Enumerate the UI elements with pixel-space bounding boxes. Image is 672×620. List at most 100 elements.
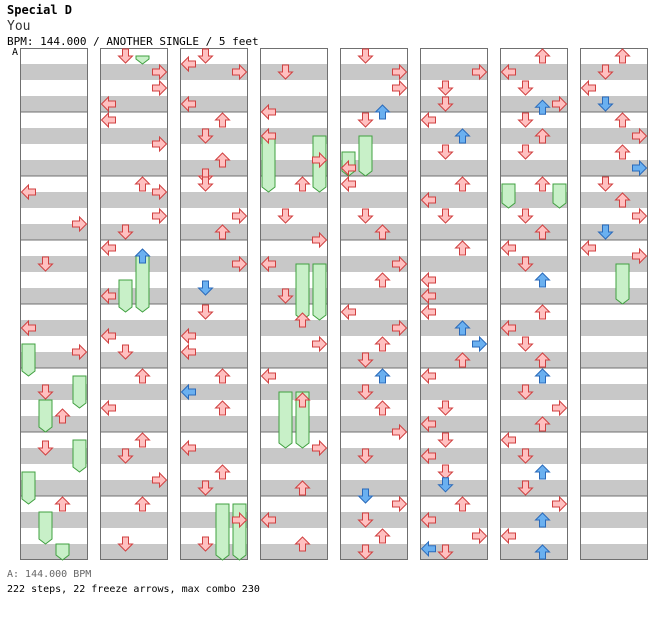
beat-stripe [580,288,648,304]
beat-stripe [580,224,648,240]
beat-stripe [260,160,328,176]
beat-stripe [180,64,248,80]
beat-stripe [500,480,568,496]
beat-stripe [420,288,488,304]
beat-stripe [340,64,408,80]
beat-stripe [580,352,648,368]
beat-stripe [100,224,168,240]
left-arrow-icon [340,175,356,193]
down-arrow-icon [277,288,294,304]
down-arrow-icon [437,80,454,96]
beat-stripe [340,384,408,400]
freeze-arrow [615,263,630,305]
up-arrow-icon [134,432,151,448]
beat-stripe [180,128,248,144]
down-arrow-icon [517,80,534,96]
up-arrow-icon [534,464,551,480]
beat-stripe [500,64,568,80]
up-arrow-icon [534,224,551,240]
beat-stripe [340,480,408,496]
beat-stripe [500,544,568,560]
column-border [580,48,648,560]
beat-stripe [420,64,488,80]
beat-stripe [100,288,168,304]
freeze-arrow [72,375,87,409]
left-arrow-icon [420,367,436,385]
beat-stripe [420,160,488,176]
beat-stripe [180,320,248,336]
down-arrow-icon [197,304,214,320]
right-arrow-icon [232,255,248,273]
right-arrow-icon [552,95,568,113]
up-arrow-icon [614,48,631,64]
beat-stripe [20,320,88,336]
right-arrow-icon [472,63,488,81]
beat-stripe [580,160,648,176]
right-arrow-icon [232,511,248,529]
beat-stripe [20,288,88,304]
freeze-arrow [38,511,53,545]
chart-column [340,48,408,560]
right-arrow-icon [552,399,568,417]
beat-stripe [180,224,248,240]
up-arrow-icon [134,248,151,264]
beat-stripe [500,192,568,208]
beat-stripe [420,320,488,336]
beat-stripe [420,96,488,112]
beat-stripe [340,256,408,272]
up-arrow-icon [214,224,231,240]
up-arrow-icon [534,416,551,432]
beat-stripe [500,352,568,368]
left-arrow-icon [100,239,116,257]
down-arrow-icon [117,536,134,552]
left-arrow-icon [180,383,196,401]
up-arrow-icon [214,400,231,416]
up-arrow-icon [374,104,391,120]
left-arrow-icon [100,111,116,129]
up-arrow-icon [374,528,391,544]
up-arrow-icon [534,48,551,64]
beat-stripe [180,544,248,560]
up-arrow-icon [294,312,311,328]
left-arrow-icon [420,511,436,529]
beat-stripe [580,480,648,496]
up-arrow-icon [534,512,551,528]
chart-column [420,48,488,560]
left-arrow-icon [20,319,36,337]
chart-column [180,48,248,560]
up-arrow-icon [614,144,631,160]
beat-stripe [340,320,408,336]
left-arrow-icon [420,540,436,558]
down-arrow-icon [197,536,214,552]
song-artist: You [7,19,31,34]
beat-stripe [420,512,488,528]
up-arrow-icon [134,368,151,384]
up-arrow-icon [294,536,311,552]
beat-stripe [260,256,328,272]
section-marker-label: A [12,47,19,58]
chart-column [580,48,648,560]
right-arrow-icon [632,159,648,177]
left-arrow-icon [260,103,276,121]
beat-stripe [180,416,248,432]
beat-stripe [180,288,248,304]
beat-stripe [340,512,408,528]
down-arrow-icon [357,352,374,368]
left-arrow-icon [500,63,516,81]
beat-stripe [340,192,408,208]
down-arrow-icon [117,48,134,64]
beat-stripe [20,384,88,400]
beat-stripe [580,128,648,144]
beat-stripe [20,224,88,240]
beat-stripe [420,128,488,144]
chart-column [100,48,168,560]
beat-stripe [580,384,648,400]
down-arrow-icon [517,336,534,352]
left-arrow-icon [500,431,516,449]
right-arrow-icon [152,63,168,81]
up-arrow-icon [374,224,391,240]
column-border [100,48,168,560]
beat-stripe [260,288,328,304]
beat-stripe [580,256,648,272]
